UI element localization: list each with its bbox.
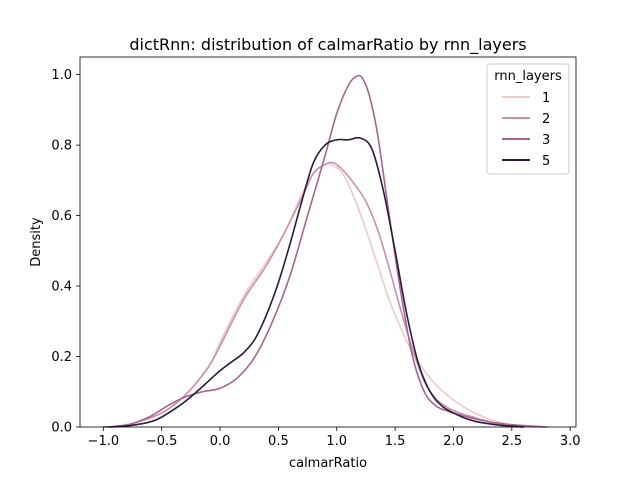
tick-layer: −1.0 −0.5 0.0 0.5 1.0 1.5 2.0 2.5 3.0 0.0 0.2 0.4 0.… [51, 68, 580, 449]
x-tick-label: 1.0 [326, 434, 347, 449]
y-tick-label: 0.2 [51, 350, 72, 365]
y-tick-label: 0.0 [51, 421, 72, 436]
legend: rnn_layers 1 2 3 5 [486, 63, 570, 175]
y-tick-label: 0.8 [51, 139, 72, 154]
y-tick-label: 1.0 [51, 68, 72, 83]
legend-label-1: 1 [542, 91, 550, 106]
legend-title: rnn_layers [494, 69, 562, 84]
x-tick-label: 2.0 [443, 434, 464, 449]
series-layer [102, 74, 548, 428]
x-tick-label: 1.5 [385, 434, 406, 449]
series-line-2 [108, 161, 519, 428]
series-line-3 [102, 74, 548, 428]
x-tick-label: 2.5 [501, 434, 522, 449]
legend-label-2: 2 [542, 112, 550, 127]
x-tick-label: 3.0 [560, 434, 581, 449]
x-tick-label: −1.0 [88, 434, 120, 449]
x-axis-label: calmarRatio [289, 456, 367, 471]
chart-title: dictRnn: distribution of calmarRatio by … [129, 35, 526, 55]
y-axis-label: Density [29, 217, 44, 267]
x-tick-label: 0.0 [210, 434, 231, 449]
y-tick-label: 0.6 [51, 209, 72, 224]
legend-label-5: 5 [542, 154, 550, 169]
series-line-5 [108, 136, 525, 428]
y-tick-label: 0.4 [51, 280, 72, 295]
series-line-1 [108, 162, 519, 428]
x-tick-label: 0.5 [268, 434, 289, 449]
legend-items: 1 2 3 5 [502, 91, 550, 169]
plot-frame [79, 56, 577, 428]
x-tick-label: −0.5 [146, 434, 178, 449]
legend-label-3: 3 [542, 133, 550, 148]
